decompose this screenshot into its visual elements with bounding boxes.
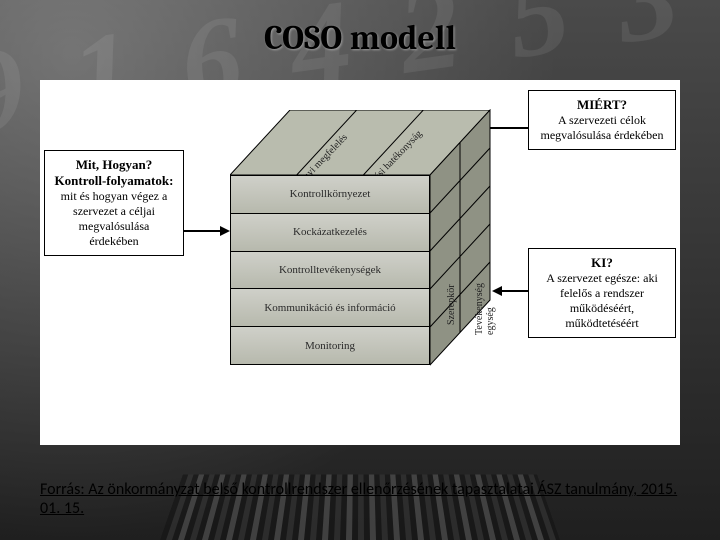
arrow-left-to-cube [184, 230, 230, 232]
right-top-question: MIÉRT? [537, 97, 667, 113]
cube-front-face: Kontrollkörnyezet Kockázatkezelés Kontro… [230, 175, 430, 365]
left-box-question: Mit, Hogyan? [53, 157, 175, 173]
cube-side-label-0: Szerepkör [446, 284, 457, 325]
left-box-subhead: Kontroll-folyamatok: [53, 173, 175, 189]
right-bottom-body: A szervezet egésze: aki felelős a rendsz… [537, 271, 667, 331]
cube-side-face: Szerepkör Tevékenység egység [430, 175, 490, 365]
source-citation: Forrás: Az önkormányzat belső kontrollre… [40, 480, 680, 518]
cube-front-row-0: Kontrollkörnyezet [231, 176, 429, 214]
cube-front-row-1: Kockázatkezelés [231, 214, 429, 252]
right-top-body: A szervezeti célok megvalósulása érdekéb… [537, 113, 667, 143]
left-box-body: mit és hogyan végez a szervezet a céljai… [53, 189, 175, 249]
slide-title: COSO modell [0, 18, 720, 58]
cube-front-row-2: Kontrolltevékenységek [231, 252, 429, 290]
right-bottom-question: KI? [537, 255, 667, 271]
cube-front-row-3: Kommunikáció és információ [231, 289, 429, 327]
left-box-what-how: Mit, Hogyan? Kontroll-folyamatok: mit és… [44, 150, 184, 256]
right-top-box-why: MIÉRT? A szervezeti célok megvalósulása … [528, 90, 676, 150]
cube-front-row-4: Monitoring [231, 327, 429, 364]
right-bottom-box-who: KI? A szervezet egésze: aki felelős a re… [528, 248, 676, 338]
cube-side-label-1: Tevékenység egység [474, 283, 496, 335]
diagram-panel: Mit, Hogyan? Kontroll-folyamatok: mit és… [40, 80, 680, 445]
coso-cube: Törvényi megfelelés Működési hatékonyság… [230, 110, 500, 380]
